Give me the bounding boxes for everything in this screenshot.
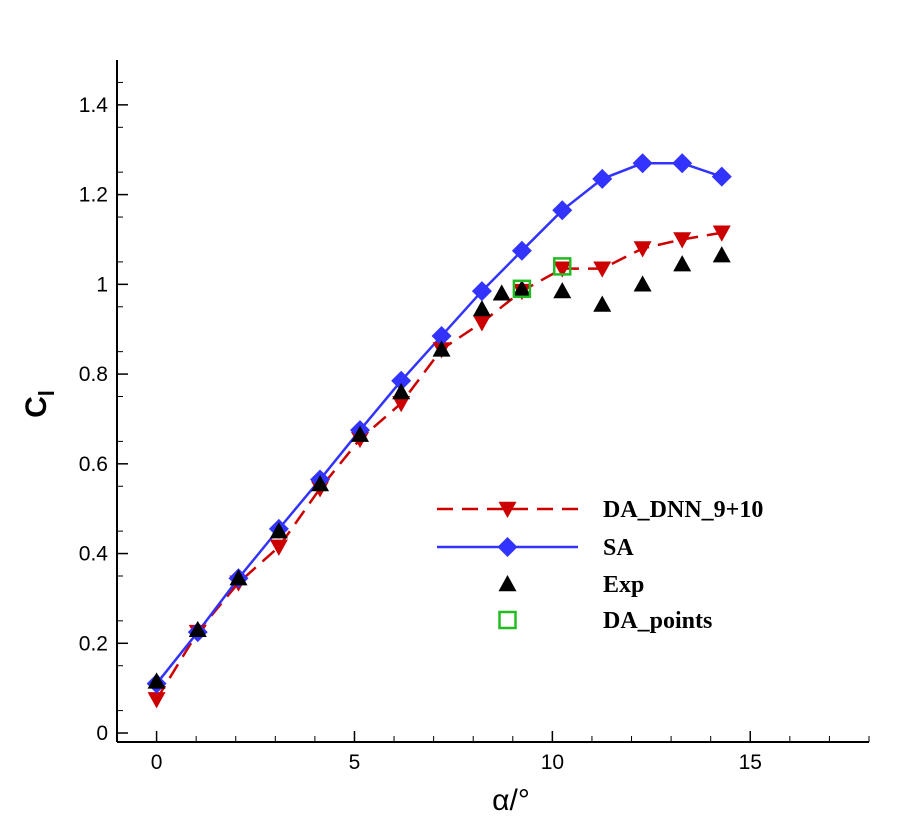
legend-entry: Exp [498,572,644,598]
up-triangle-marker [673,255,692,272]
down-triangle-marker [472,315,491,332]
x-tick-label: 15 [739,751,762,774]
up-triangle-marker [392,383,411,400]
up-triangle-marker [593,295,612,312]
square-marker [498,610,517,630]
series [146,153,732,709]
up-triangle-marker [712,246,731,263]
diamond-marker [471,281,492,302]
up-triangle-marker [311,475,330,492]
down-triangle-marker [498,501,517,518]
y-tick-label: 0.6 [79,453,108,476]
up-triangle-marker [512,279,531,297]
x-tick-label: 5 [349,751,361,774]
legend: DA_DNN_9+10 SA Exp DA_points [437,497,763,634]
diamond-marker [632,153,653,174]
diamond-marker [431,325,452,346]
markers-DA_DNN_9+10 [147,225,731,709]
y-axis-title: Cl [20,390,59,418]
square-marker [512,279,532,299]
up-triangle-marker [432,340,451,357]
up-triangle-marker [351,425,370,442]
legend-label: Exp [603,572,644,598]
ticks: 0 5 10 15 0 0.2 0.4 0.6 0.8 1 1.2 1.4 [79,81,870,774]
up-triangle-marker [269,522,288,539]
legend-entry: DA_DNN_9+10 [437,497,763,523]
legend-entry: SA [437,535,634,561]
markers-DA_points [512,257,572,299]
diamond-marker [497,537,518,557]
down-triangle-marker [392,396,411,413]
diamond-marker [391,370,412,391]
x-tick-label: 0 [151,751,163,774]
down-triangle-marker [147,692,166,709]
diamond-marker [511,240,532,261]
y-tick-label: 1.4 [79,94,109,117]
legend-entry: DA_points [498,608,712,634]
y-tick-label: 1.2 [79,184,108,207]
axes [116,60,869,743]
up-triangle-marker [498,575,517,592]
up-triangle-marker [633,275,652,292]
diamond-marker [672,153,693,174]
y-tick-label: 1 [96,273,108,296]
diamond-marker [552,200,573,221]
y-axis-title-main: C [20,396,53,418]
down-triangle-marker [673,232,692,249]
up-triangle-marker [188,620,207,638]
legend-label: DA_points [603,608,712,634]
up-triangle-marker [147,672,166,689]
y-tick-label: 0.8 [79,363,108,386]
up-triangle-marker [553,282,572,299]
y-tick-label: 0 [96,722,108,745]
up-triangle-marker [229,569,248,586]
markers-Exp [147,246,731,689]
y-tick-label: 0.2 [79,632,108,655]
legend-label: DA_DNN_9+10 [603,497,763,523]
square-marker [553,257,572,276]
down-triangle-marker [633,241,652,258]
down-triangle-marker [593,261,612,278]
x-tick-label: 10 [541,751,564,774]
svg-text:Cl: Cl [20,390,59,418]
down-triangle-marker [712,225,731,242]
x-axis-title: α/° [492,784,530,817]
diamond-marker [592,168,613,189]
y-tick-label: 0.4 [79,543,109,566]
down-triangle-marker [553,261,572,278]
up-triangle-marker [492,284,511,301]
up-triangle-marker [472,300,491,317]
diamond-marker [711,166,732,187]
legend-label: SA [603,535,634,561]
down-triangle-marker [269,539,288,556]
y-axis-title-sub: l [34,390,59,396]
